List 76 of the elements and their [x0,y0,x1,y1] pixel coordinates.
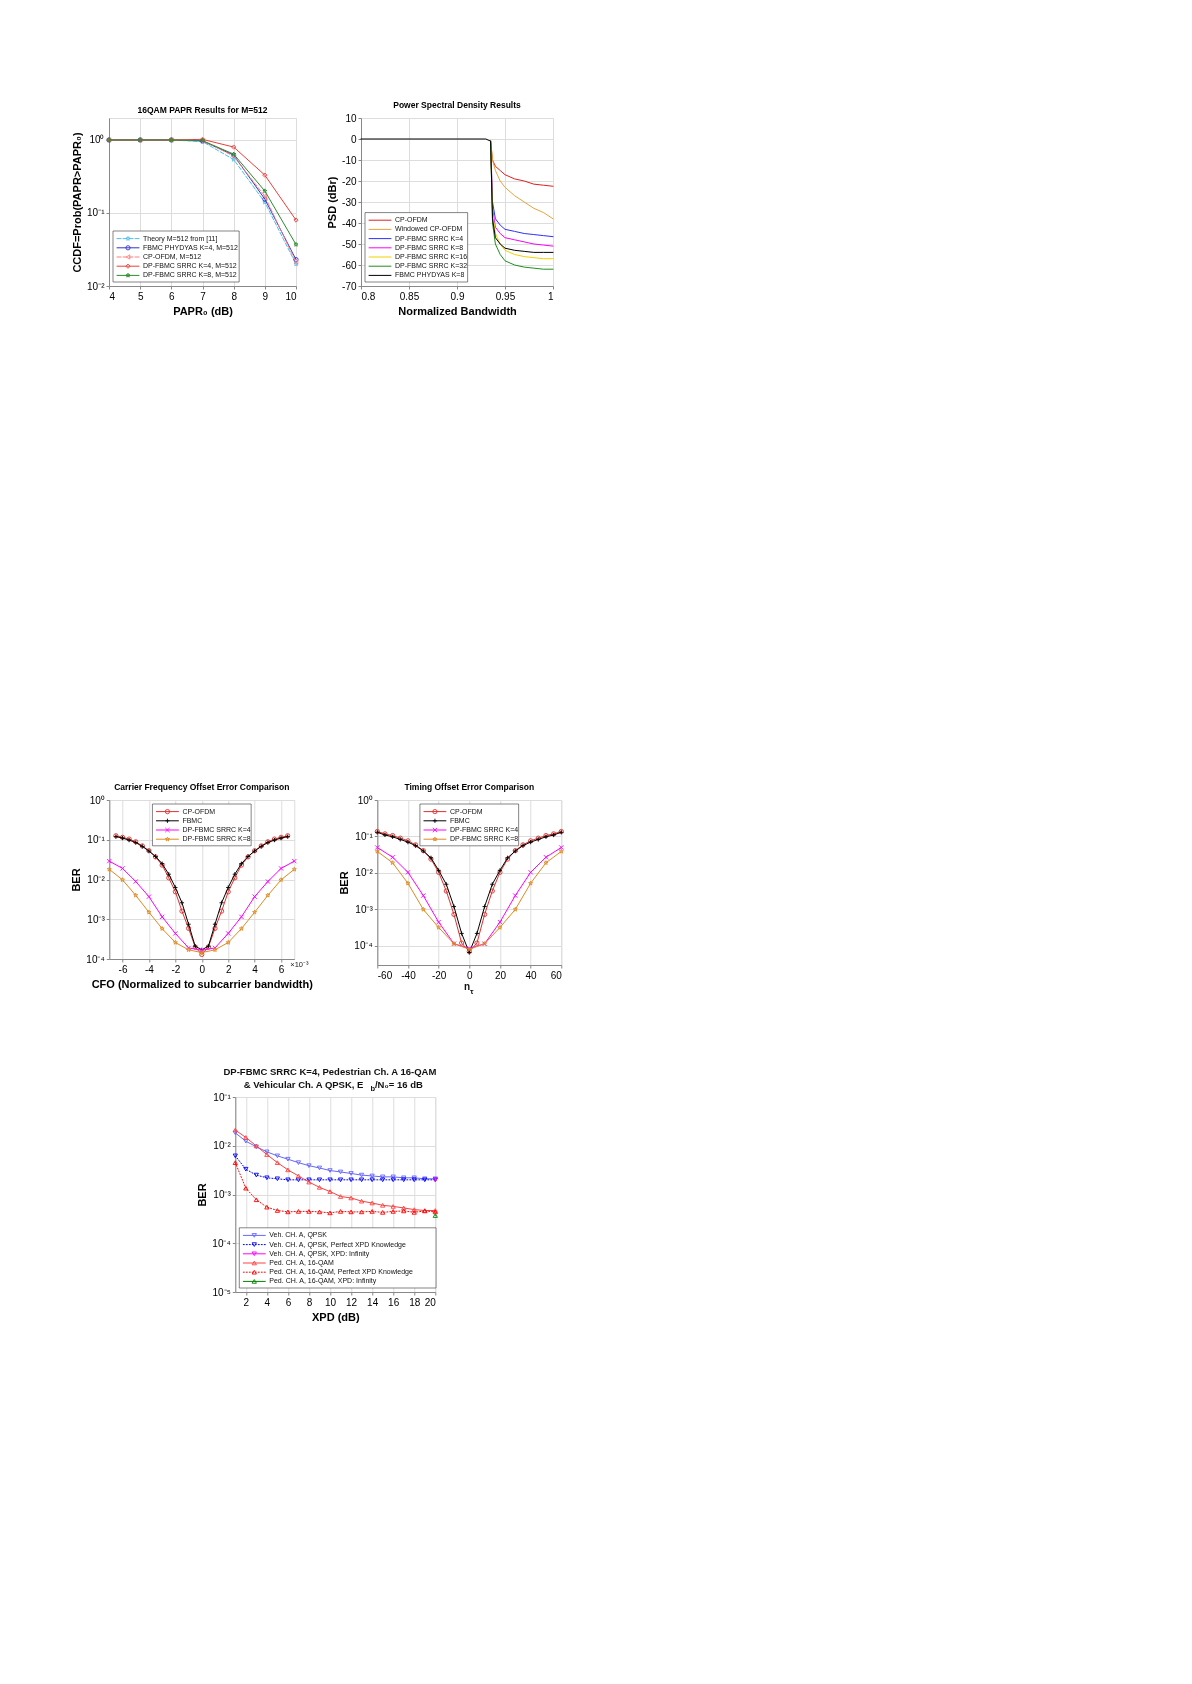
x-tick-label: 2 [243,1296,250,1308]
x-tick-label: 0 [199,963,206,975]
x-tick-label: 0.9 [450,290,465,302]
x-tick-label: 7 [200,290,207,302]
x-tick-label: 6 [285,1296,292,1308]
y-tick-label: -50 [342,238,357,250]
x-tick-label: 2 [225,963,232,975]
x-tick-label: 4 [264,1296,271,1308]
x-tick-label: 20 [424,1296,437,1308]
y-tick-label: 10⁻¹ [213,1091,232,1103]
x-tick-label: 20 [494,969,507,981]
y-axis-title: BER [196,1183,209,1207]
chart-title: 16QAM PAPR Results for M=512 [137,104,268,115]
y-tick-label: 10⁻⁴ [86,953,105,965]
y-tick-label: -30 [342,196,357,208]
y-tick-label: 10⁻⁴ [354,940,373,952]
y-tick-label: 10 [345,112,357,124]
y-tick-label: 10⁻³ [213,1189,232,1200]
x-tick-label: 60 [550,969,563,981]
y-axis-title: PSD (dBr) [326,176,339,229]
y-tick-label: 10⁻³ [87,913,106,925]
y-tick-label: 10⁻² [355,867,374,879]
y-axis-title: BER [70,868,83,892]
chart-title: Power Spectral Density Results [393,99,522,110]
x-tick-label: 6 [169,290,176,302]
x-tick-label: 18 [409,1296,421,1308]
x-tick-label: 4 [252,963,259,975]
y-tick-label: 10⁰ [357,794,373,806]
x-tick-label: 0 [467,969,474,981]
x-tick-label: 14 [367,1296,379,1308]
x-tick-label: 16 [388,1296,400,1308]
y-tick-label: -60 [342,259,357,271]
y-tick-label: 10⁰ [89,794,105,806]
y-tick-label: -20 [342,175,357,187]
y-tick-label: 10⁻² [87,874,106,885]
x-tick-label: -4 [144,963,155,975]
chart-title: Timing Offset Error Comparison [404,781,535,792]
y-tick-label: 10⁻² [87,280,106,292]
x-tick-label: 0.85 [399,290,420,302]
y-axis-title: CCDF=Prob(PAPR>PAPR₀) [71,132,84,273]
x-tick-label: 6 [278,963,285,975]
x-tick-label: -20 [431,969,447,981]
y-tick-label: 10⁻³ [355,903,374,915]
x-tick-label: 0.95 [495,290,516,302]
y-tick-label: 10⁰ [89,134,105,146]
y-tick-label: 10⁻⁴ [212,1237,231,1249]
x-tick-label: -40 [401,969,417,981]
y-tick-label: -40 [342,217,357,229]
x-tick-label: 8 [306,1296,313,1308]
x-tick-label: 0.8 [361,290,376,302]
x-tick-label: 8 [231,290,238,302]
y-tick-label: 10⁻¹ [355,830,374,842]
y-tick-label: 10⁻¹ [87,207,106,219]
chart-title: Carrier Frequency Offset Error Comparison [114,781,290,792]
x-tick-label: 9 [262,290,269,302]
x-axis-title: XPD (dB) [311,1310,360,1323]
x-tick-label: 5 [137,290,144,302]
y-tick-label: 10⁻¹ [87,834,106,846]
y-tick-label: 10⁻⁵ [212,1286,231,1298]
x-tick-label: -6 [118,963,128,975]
x-tick-label: 40 [525,969,538,981]
x-tick-label: 1 [547,290,554,302]
y-axis-title: BER [338,871,351,895]
y-tick-label: 10⁻² [213,1140,232,1152]
y-tick-label: -70 [342,280,357,292]
x-tick-label: 10 [285,290,297,302]
x-tick-label: 4 [109,290,116,302]
x-axis-title: CFO (Normalized to subcarrier bandwidth) [91,977,314,990]
x-tick-label: 12 [346,1296,358,1308]
y-tick-label: -10 [342,154,357,166]
y-tick-label: 0 [350,133,357,145]
x-tick-label: 10 [324,1296,337,1308]
x-tick-label: -2 [171,963,181,975]
x-axis-title: Normalized Bandwidth [398,304,518,317]
x-tick-label: -60 [377,969,393,981]
x-axis-title: PAPR₀ (dB) [173,304,234,317]
